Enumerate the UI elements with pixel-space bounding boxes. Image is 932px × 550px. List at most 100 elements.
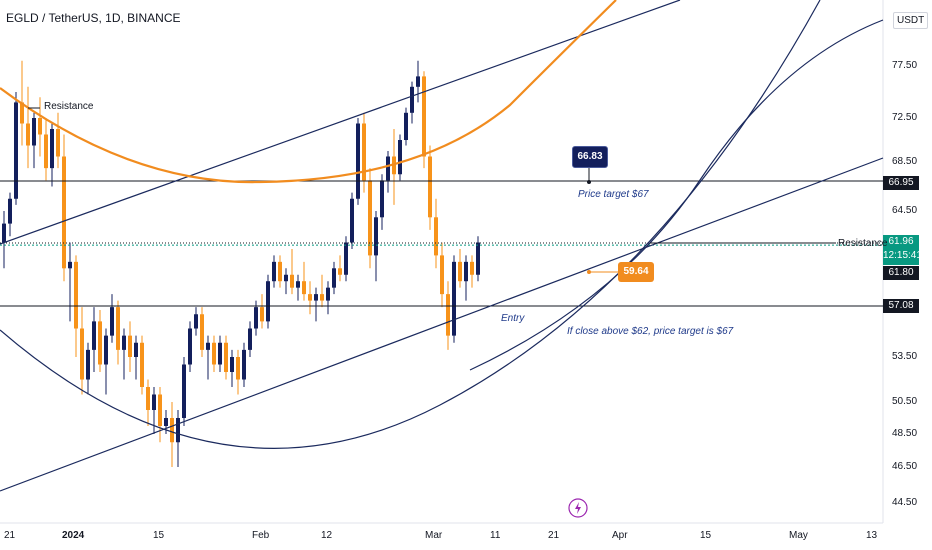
candle-body[interactable] (338, 268, 342, 275)
candle-body[interactable] (314, 294, 318, 301)
candle-body[interactable] (212, 342, 216, 365)
candle-body[interactable] (80, 328, 84, 380)
candle-body[interactable] (176, 418, 180, 443)
candle-body[interactable] (374, 217, 378, 256)
callout-point-low (587, 270, 591, 274)
candle-body[interactable] (74, 261, 78, 329)
candle-body[interactable] (440, 255, 444, 295)
candle-body[interactable] (20, 102, 24, 124)
candle-body[interactable] (254, 307, 258, 329)
candle-body[interactable] (266, 281, 270, 322)
lower-channel-line[interactable] (0, 157, 884, 492)
candle-body[interactable] (26, 123, 30, 146)
cup-arc[interactable] (0, 0, 617, 184)
x-tick-label: Apr (612, 530, 628, 541)
candle-body[interactable] (296, 281, 300, 288)
candle-body[interactable] (458, 261, 462, 282)
candle-body[interactable] (98, 321, 102, 365)
candle-body[interactable] (32, 118, 36, 146)
upper-channel-line[interactable] (0, 0, 681, 245)
candle-body[interactable] (410, 86, 414, 113)
candle-body[interactable] (8, 198, 12, 224)
candle-body[interactable] (326, 287, 330, 301)
candle-body[interactable] (152, 394, 156, 411)
candle-body[interactable] (332, 268, 336, 288)
candle-body[interactable] (362, 123, 366, 181)
candle-body[interactable] (290, 274, 294, 288)
x-tick-label: May (789, 530, 808, 541)
candle-body[interactable] (224, 342, 228, 372)
x-tick-label: 15 (153, 530, 165, 541)
candle-body[interactable] (350, 198, 354, 243)
candle-body[interactable] (248, 328, 252, 350)
currency-selector[interactable]: USDT (893, 12, 929, 29)
candle-body[interactable] (68, 261, 72, 269)
candle-body[interactable] (146, 387, 150, 410)
candle-body[interactable] (140, 342, 144, 387)
x-tick-label: 21 (4, 530, 16, 541)
candle-body[interactable] (194, 314, 198, 329)
candle-body[interactable] (398, 140, 402, 175)
candle-body[interactable] (404, 112, 408, 140)
lightning-glyph (575, 502, 581, 514)
candle-body[interactable] (56, 129, 60, 157)
y-tick-label: 53.50 (892, 351, 918, 362)
candle-body[interactable] (164, 418, 168, 426)
candle-body[interactable] (476, 242, 480, 275)
candle-body[interactable] (128, 335, 132, 357)
candle-body[interactable] (122, 335, 126, 350)
price-tag-61-80: 61.80 (883, 266, 919, 280)
candle-body[interactable] (50, 129, 54, 169)
candle-body[interactable] (230, 357, 234, 372)
lightning-icon[interactable] (568, 498, 588, 518)
candle-body[interactable] (188, 328, 192, 365)
lower-arc[interactable] (0, 0, 821, 449)
candle-body[interactable] (242, 349, 246, 380)
x-tick-label: 11 (490, 530, 501, 541)
y-tick-label: 64.50 (892, 205, 918, 216)
candle-body[interactable] (116, 307, 120, 350)
candle-body[interactable] (134, 342, 138, 357)
candle-body[interactable] (272, 261, 276, 282)
candle-body[interactable] (170, 418, 174, 443)
candle-body[interactable] (416, 76, 420, 87)
candle-body[interactable] (182, 364, 186, 419)
candle-body[interactable] (452, 261, 456, 336)
candle-body[interactable] (302, 281, 306, 295)
candle-body[interactable] (62, 156, 66, 269)
candle-body[interactable] (278, 261, 282, 282)
candle-body[interactable] (110, 307, 114, 336)
candle-body[interactable] (434, 217, 438, 256)
candle-body[interactable] (380, 180, 384, 218)
candle-body[interactable] (284, 274, 288, 282)
candle-body[interactable] (386, 156, 390, 181)
candle-body[interactable] (470, 261, 474, 275)
candle-body[interactable] (344, 242, 348, 275)
candle-body[interactable] (158, 394, 162, 427)
candle-body[interactable] (86, 349, 90, 380)
candle-body[interactable] (446, 294, 450, 336)
candle-body[interactable] (2, 223, 6, 243)
candle-body[interactable] (464, 261, 468, 282)
candle-body[interactable] (236, 357, 240, 380)
right-arc[interactable] (469, 19, 884, 371)
candle-body[interactable] (14, 102, 18, 199)
candle-body[interactable] (38, 118, 42, 135)
candle-body[interactable] (218, 342, 222, 365)
callout-59-64: 59.64 (618, 262, 654, 282)
candle-body[interactable] (206, 342, 210, 350)
candle-body[interactable] (320, 294, 324, 301)
candle-body[interactable] (356, 123, 360, 199)
candle-body[interactable] (422, 76, 426, 157)
countdown-timer: 12:15:41 (883, 250, 922, 261)
candle-body[interactable] (92, 321, 96, 350)
candle-body[interactable] (104, 335, 108, 365)
candle-body[interactable] (428, 156, 432, 218)
candle-body[interactable] (44, 134, 48, 169)
resistance-label-left: Resistance (44, 101, 94, 112)
candle-body[interactable] (260, 307, 264, 322)
candle-body[interactable] (368, 180, 372, 256)
candle-body[interactable] (308, 294, 312, 301)
candle-body[interactable] (200, 314, 204, 350)
